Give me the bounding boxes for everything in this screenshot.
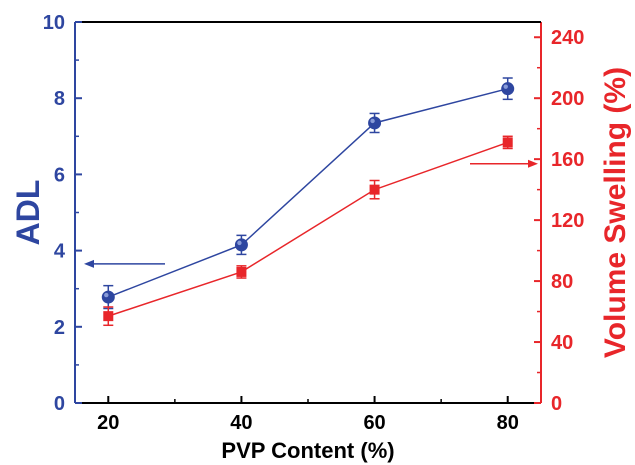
left-tick-label: 10 xyxy=(43,12,65,34)
data-point-square xyxy=(502,137,513,148)
right-tick-label: 40 xyxy=(551,332,573,354)
left-tick-label: 2 xyxy=(54,317,65,339)
data-point-circle xyxy=(501,82,515,96)
right-tick-label: 80 xyxy=(551,271,573,293)
left-axis-title: ADL xyxy=(10,180,46,246)
data-point-square xyxy=(236,266,247,277)
right-axis-title: Volume Swelling (%) xyxy=(599,67,632,358)
bottom-tick-label: 60 xyxy=(363,412,385,434)
x-axis-title: PVP Content (%) xyxy=(221,438,394,463)
data-point-highlight xyxy=(370,118,375,124)
data-point-highlight xyxy=(503,84,508,89)
bottom-tick-label: 20 xyxy=(97,412,119,434)
data-point-circle xyxy=(234,238,248,252)
left-tick-label: 8 xyxy=(54,88,65,110)
right-tick-label: 120 xyxy=(551,210,584,232)
data-point-highlight xyxy=(104,292,109,298)
series-line-right xyxy=(108,141,508,317)
left-tick-label: 6 xyxy=(54,164,65,186)
data-point-circle xyxy=(101,290,115,304)
data-point-highlight xyxy=(237,240,242,246)
right-tick-label: 240 xyxy=(551,27,584,49)
right-tick-label: 0 xyxy=(551,393,562,415)
series-line-left xyxy=(108,87,508,298)
left-tick-label: 0 xyxy=(54,393,65,415)
bottom-tick-label: 40 xyxy=(230,412,252,434)
left-tick-label: 4 xyxy=(54,241,66,263)
data-point-square xyxy=(369,184,380,195)
right-tick-label: 200 xyxy=(551,88,584,110)
right-arrow-head xyxy=(528,159,538,168)
data-point-circle xyxy=(368,116,382,130)
data-point-square xyxy=(103,311,114,322)
left-arrow-head xyxy=(84,259,94,268)
right-tick-label: 160 xyxy=(551,149,584,171)
bottom-tick-label: 80 xyxy=(497,412,519,434)
